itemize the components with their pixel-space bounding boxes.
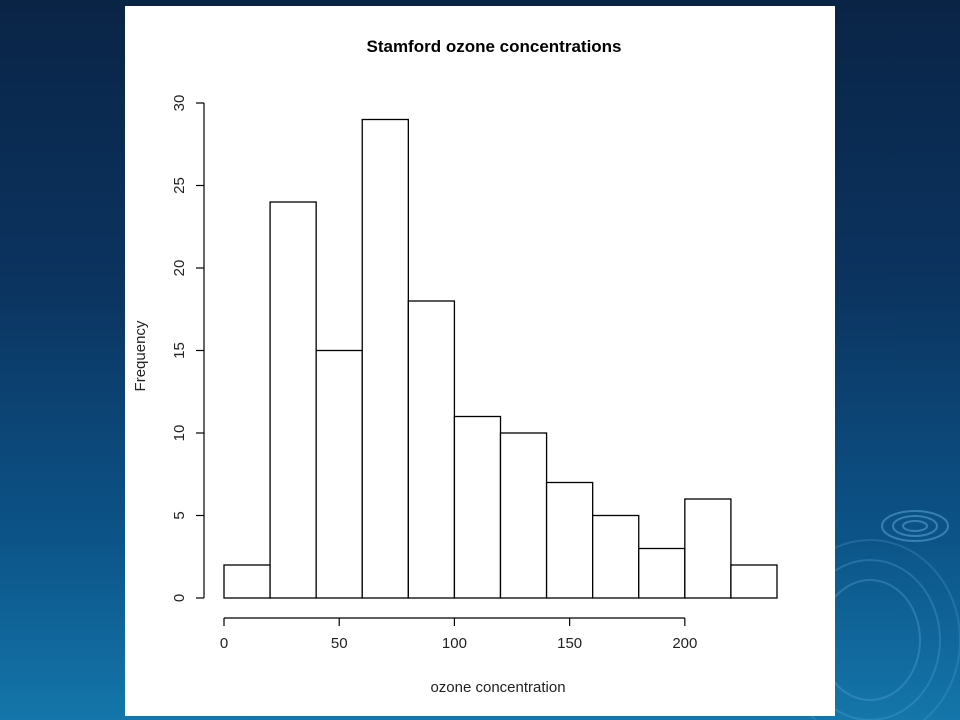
y-tick-label: 5: [171, 511, 188, 519]
histogram-chart: Stamford ozone concentrations 0 50 100 150 2…: [132, 37, 778, 696]
chart-title: Stamford ozone concentrations: [366, 37, 621, 56]
histogram-bar: [545, 481, 594, 599]
histogram-bar: [269, 201, 317, 599]
bars-group: [223, 118, 778, 599]
histogram-bar: [638, 547, 686, 599]
x-axis-label: ozone concentration: [430, 679, 565, 696]
x-axis: 0 50 100 150 200: [220, 617, 697, 652]
chart-panel: Stamford ozone concentrations 0 50 100 150 2…: [125, 6, 835, 716]
y-tick-label: 20: [171, 260, 188, 277]
histogram-bar: [453, 415, 502, 599]
histogram-bar: [407, 300, 456, 599]
y-tick-label: 10: [171, 425, 188, 442]
y-tick-label: 25: [171, 177, 188, 194]
x-tick-label: 0: [220, 635, 228, 652]
x-tick-label: 150: [557, 635, 582, 652]
y-tick-label: 30: [171, 95, 188, 112]
x-tick-label: 200: [672, 635, 697, 652]
histogram-bar: [730, 564, 778, 599]
histogram-bar: [684, 498, 732, 599]
y-tick-label: 15: [171, 342, 188, 359]
y-axis: 0 5 10 15 20 25 30: [171, 95, 205, 602]
y-tick-label: 0: [171, 594, 188, 602]
x-tick-label: 50: [331, 635, 348, 652]
histogram-bar: [592, 514, 640, 599]
histogram-bar: [361, 118, 409, 599]
histogram-bar: [223, 564, 271, 599]
histogram-bar: [499, 432, 548, 599]
histogram-bar: [315, 349, 363, 599]
y-axis-label: Frequency: [132, 320, 149, 391]
x-tick-label: 100: [442, 635, 467, 652]
